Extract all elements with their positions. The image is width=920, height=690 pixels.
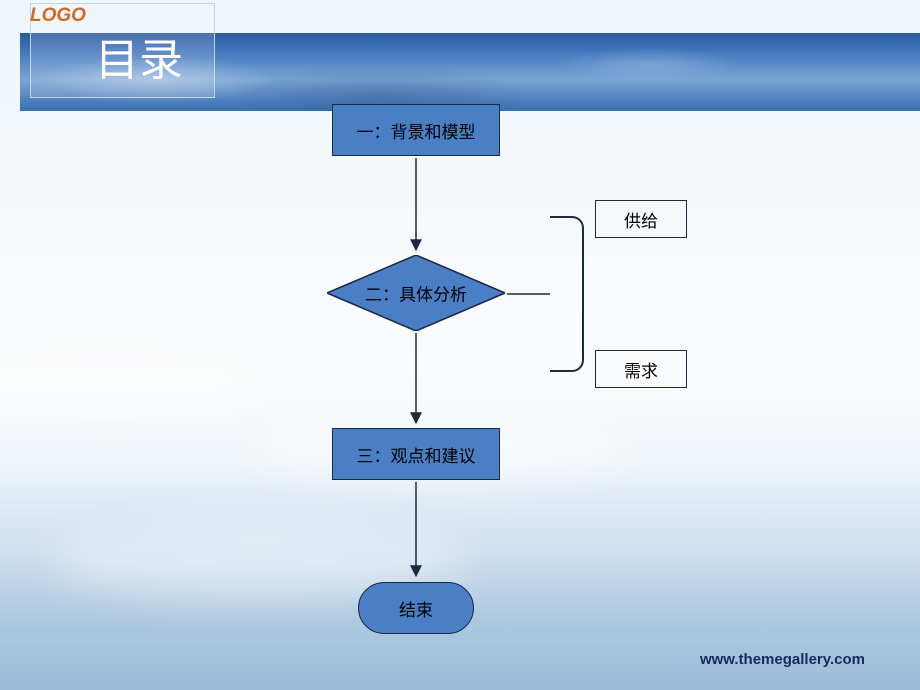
flow-node-label: 供给 <box>624 207 658 232</box>
flow-bracket <box>550 216 584 372</box>
flow-node-label: 需求 <box>624 357 658 382</box>
flow-node-label: 一：背景和模型 <box>357 118 476 143</box>
logo-text: LOGO <box>30 5 86 27</box>
page-title: 目录 <box>95 24 183 88</box>
flow-node-label: 二：具体分析 <box>365 281 467 306</box>
flow-node-label: 三：观点和建议 <box>357 442 476 467</box>
flow-node-opinion: 三：观点和建议 <box>332 428 500 480</box>
flow-node-demand: 需求 <box>595 350 687 388</box>
flow-node-background: 一：背景和模型 <box>332 104 500 156</box>
flow-node-analysis: 二：具体分析 <box>327 255 505 331</box>
cloud-decoration <box>0 350 270 420</box>
flow-node-end: 结束 <box>358 582 474 634</box>
footer-url: www.themegallery.com <box>700 651 865 668</box>
flow-node-label: 结束 <box>399 596 433 621</box>
flow-node-supply: 供给 <box>595 200 687 238</box>
